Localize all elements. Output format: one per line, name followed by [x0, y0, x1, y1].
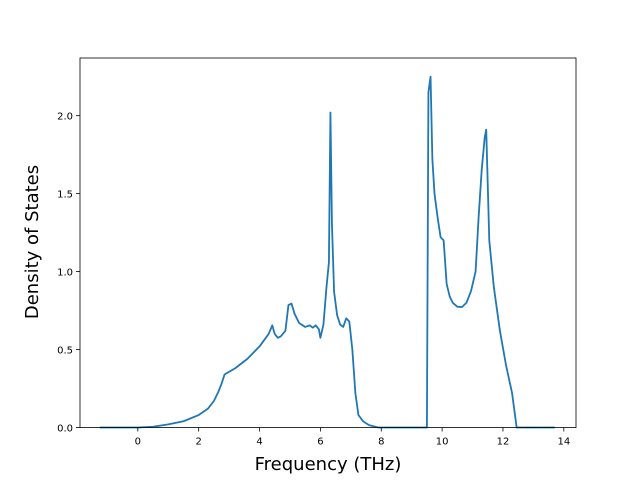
x-tick-label: 8: [378, 437, 384, 448]
x-tick-label: 10: [436, 437, 449, 448]
y-tick-label: 0.5: [57, 346, 73, 357]
axes-frame: [79, 57, 577, 428]
x-tick-label: 4: [256, 437, 262, 448]
x-tick-label: 2: [195, 437, 201, 448]
x-tick-label: 14: [557, 437, 570, 448]
y-tick-label: 1.5: [57, 190, 73, 201]
x-tick-label: 12: [497, 437, 510, 448]
y-tick-label: 0.0: [57, 424, 73, 435]
x-axis: 0 2 4 6 8 10 12 14: [135, 427, 570, 448]
series-line-0: [99, 75, 555, 429]
x-tick-label: 0: [135, 437, 141, 448]
y-tick-label: 2.0: [57, 112, 73, 123]
x-axis-label: Frequency (THz): [255, 454, 402, 475]
y-axis-label: Density of States: [22, 165, 43, 319]
y-axis: 0.0 0.5 1.0 1.5 2.0: [57, 112, 80, 435]
data-layer: [99, 75, 555, 429]
x-tick-label: 6: [317, 437, 323, 448]
plot-area: [79, 57, 577, 429]
y-tick-label: 1.0: [57, 268, 73, 279]
